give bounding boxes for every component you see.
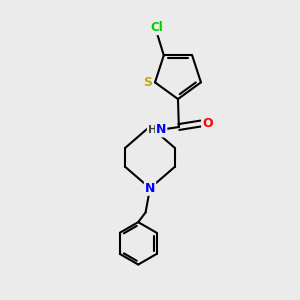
Text: N: N xyxy=(156,124,166,136)
Text: S: S xyxy=(143,76,152,89)
Text: N: N xyxy=(145,182,155,195)
Text: H: H xyxy=(148,125,157,135)
Text: Cl: Cl xyxy=(150,21,163,34)
Text: O: O xyxy=(202,117,213,130)
